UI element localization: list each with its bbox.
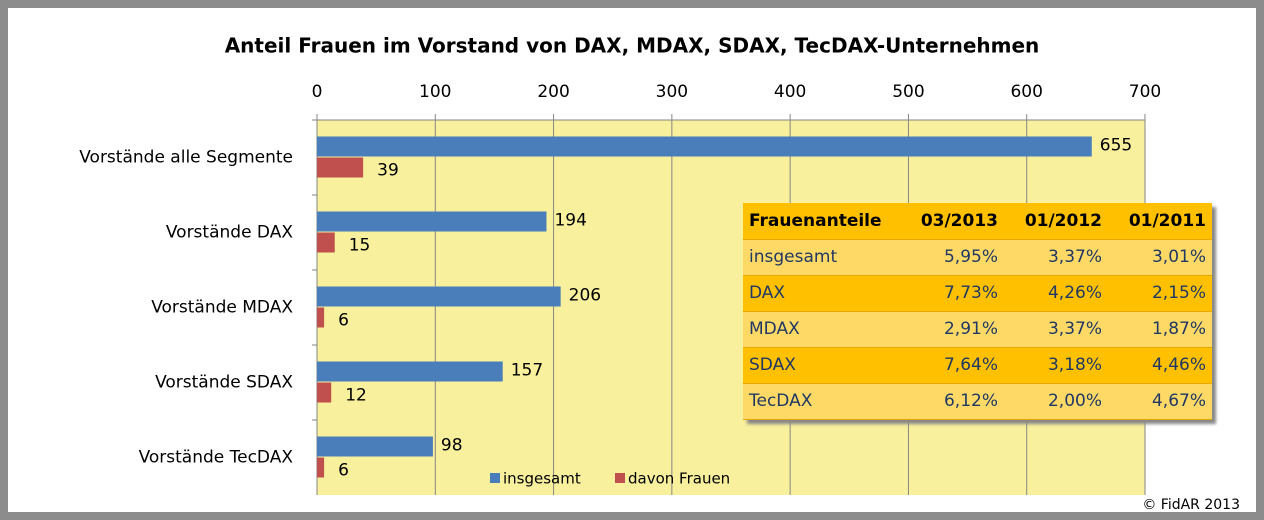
table-cell: insgesamt bbox=[743, 239, 900, 276]
value-label: 655 bbox=[1100, 136, 1132, 156]
table-cell: DAX bbox=[743, 275, 900, 312]
table-row: DAX 7,73% 4,26% 2,15% bbox=[743, 275, 1212, 312]
y-tick-label: Vorstände alle Segmente bbox=[79, 148, 293, 168]
chart-title: Anteil Frauen im Vorstand von DAX, MDAX,… bbox=[225, 34, 1040, 58]
value-label: 206 bbox=[569, 286, 601, 306]
bar bbox=[317, 211, 547, 232]
value-label: 6 bbox=[338, 311, 349, 331]
legend-label: davon Frauen bbox=[628, 470, 730, 488]
bar bbox=[317, 232, 335, 253]
x-tick-label: 100 bbox=[419, 82, 451, 102]
table-cell: TecDAX bbox=[743, 383, 900, 420]
x-tick-label: 300 bbox=[656, 82, 688, 102]
value-label: 6 bbox=[338, 461, 349, 481]
table-cell: 3,37% bbox=[1004, 239, 1108, 276]
table-cell: 4,46% bbox=[1108, 347, 1212, 384]
value-label: 15 bbox=[349, 236, 371, 256]
value-label: 157 bbox=[511, 361, 543, 381]
bar bbox=[317, 457, 325, 478]
value-label: 12 bbox=[345, 386, 367, 406]
x-tick-label: 600 bbox=[1010, 82, 1042, 102]
legend-swatch bbox=[490, 473, 500, 483]
bar bbox=[317, 361, 503, 382]
table-cell: 03/2013 bbox=[900, 203, 1004, 240]
y-tick-label: Vorstände TecDAX bbox=[139, 448, 294, 468]
table-cell: 4,67% bbox=[1108, 383, 1212, 420]
bar bbox=[317, 436, 433, 457]
y-tick-label: Vorstände DAX bbox=[166, 223, 293, 243]
table-cell: SDAX bbox=[743, 347, 900, 384]
table-cell: Frauenanteile bbox=[743, 203, 900, 240]
table-row: Frauenanteile 03/2013 01/2012 01/2011 bbox=[743, 203, 1212, 240]
copyright: © FidAR 2013 bbox=[1142, 497, 1240, 513]
table-cell: 01/2012 bbox=[1004, 203, 1108, 240]
bar bbox=[317, 382, 332, 403]
bar bbox=[317, 307, 325, 328]
value-label: 39 bbox=[377, 161, 399, 181]
table-cell: 7,64% bbox=[900, 347, 1004, 384]
value-label: 98 bbox=[441, 436, 463, 456]
bar bbox=[317, 157, 364, 178]
table-cell: 6,12% bbox=[900, 383, 1004, 420]
table-cell: MDAX bbox=[743, 311, 900, 348]
table-row: TecDAX 6,12% 2,00% 4,67% bbox=[743, 383, 1212, 420]
table-row: insgesamt 5,95% 3,37% 3,01% bbox=[743, 239, 1212, 276]
table-cell: 5,95% bbox=[900, 239, 1004, 276]
bar bbox=[317, 136, 1092, 157]
x-tick-label: 700 bbox=[1129, 82, 1161, 102]
y-tick-label: Vorstände SDAX bbox=[155, 373, 293, 393]
x-tick-label: 200 bbox=[537, 82, 569, 102]
table-row: SDAX 7,64% 3,18% 4,46% bbox=[743, 347, 1212, 384]
table-cell: 7,73% bbox=[900, 275, 1004, 312]
y-tick-label: Vorstände MDAX bbox=[151, 298, 293, 318]
table-cell: 2,91% bbox=[900, 311, 1004, 348]
x-tick-label: 500 bbox=[892, 82, 924, 102]
legend-swatch bbox=[615, 473, 625, 483]
x-tick-label: 400 bbox=[774, 82, 806, 102]
table-cell: 1,87% bbox=[1108, 311, 1212, 348]
table-cell: 2,00% bbox=[1004, 383, 1108, 420]
table-cell: 01/2011 bbox=[1108, 203, 1212, 240]
value-label: 194 bbox=[554, 211, 586, 231]
table-cell: 3,37% bbox=[1004, 311, 1108, 348]
x-tick-label: 0 bbox=[312, 82, 323, 102]
table-cell: 3,01% bbox=[1108, 239, 1212, 276]
table-cell: 3,18% bbox=[1004, 347, 1108, 384]
table-cell: 4,26% bbox=[1004, 275, 1108, 312]
table-row: MDAX 2,91% 3,37% 1,87% bbox=[743, 311, 1212, 348]
bar bbox=[317, 286, 561, 307]
legend-label: insgesamt bbox=[503, 470, 581, 488]
share-table: Frauenanteile 03/2013 01/2012 01/2011 insges… bbox=[743, 203, 1212, 420]
table-cell: 2,15% bbox=[1108, 275, 1212, 312]
